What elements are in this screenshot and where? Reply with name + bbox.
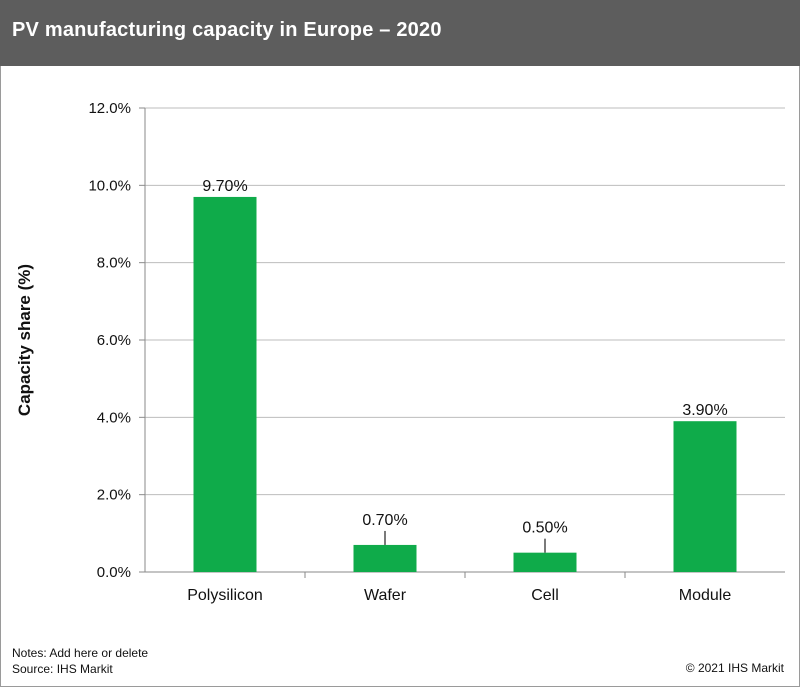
labels: 0.0% 2.0% 4.0% 6.0% 8.0% 10.0% 12.0% Polysilico… (88, 100, 731, 604)
y-tick-label: 0.0% (97, 564, 131, 581)
x-tick-label: Wafer (364, 587, 407, 604)
copyright-text: © 2021 IHS Markit (685, 661, 784, 675)
y-axis-label: Capacity share (%) (15, 264, 34, 416)
footer-notes: Notes: Add here or delete Source: IHS Ma… (12, 645, 148, 677)
y-tick-label: 12.0% (88, 100, 131, 117)
y-tick-label: 6.0% (97, 332, 131, 349)
title-bar: PV manufacturing capacity in Europe – 20… (0, 0, 800, 66)
y-tick-label: 2.0% (97, 487, 131, 504)
bar (353, 544, 417, 572)
x-tick-label: Polysilicon (187, 587, 263, 604)
data-label: 9.70% (202, 178, 247, 195)
x-tick-label: Cell (531, 587, 559, 604)
x-tick-label: Module (679, 587, 732, 604)
chart-title: PV manufacturing capacity in Europe – 20… (12, 19, 442, 41)
bar (513, 552, 577, 572)
bars (193, 196, 737, 572)
data-label: 3.90% (682, 402, 727, 419)
data-label: 0.50% (522, 520, 567, 537)
bar (193, 196, 257, 572)
data-label: 0.70% (362, 512, 407, 529)
y-tick-label: 8.0% (97, 255, 131, 272)
y-tick-label: 4.0% (97, 409, 131, 426)
source-text: Source: IHS Markit (12, 662, 113, 676)
bar (673, 421, 737, 572)
bar-chart: 0.0% 2.0% 4.0% 6.0% 8.0% 10.0% 12.0% Polysilico… (15, 100, 785, 604)
notes-text: Notes: Add here or delete (12, 646, 149, 660)
y-tick-label: 10.0% (88, 177, 131, 194)
